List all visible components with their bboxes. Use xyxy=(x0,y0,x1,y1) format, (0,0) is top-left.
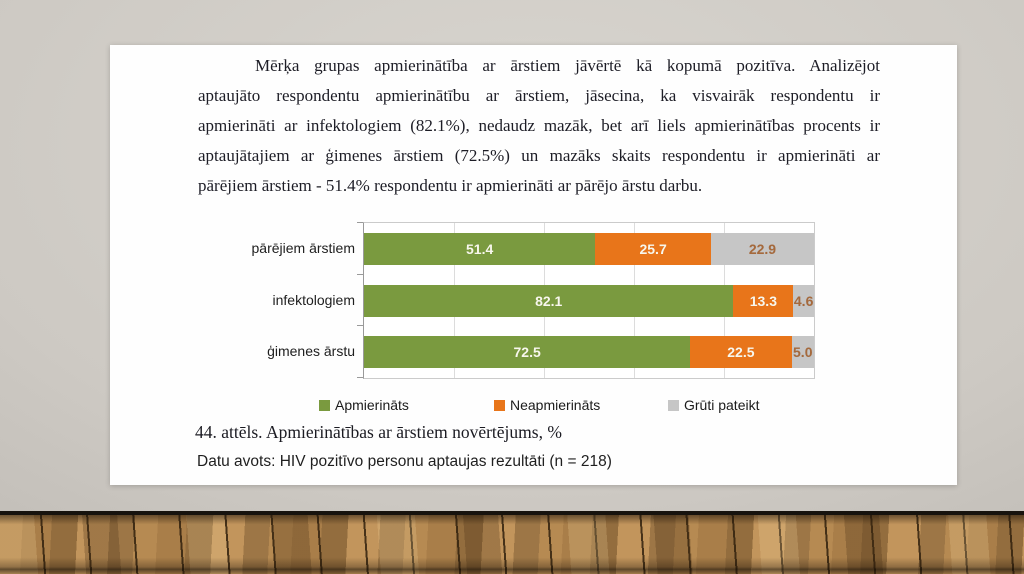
paragraph-line: apmierināti ar infektologiem (82.1%), ne… xyxy=(198,116,880,135)
bar-value-label: 72.5 xyxy=(513,344,541,360)
legend-swatch-icon xyxy=(319,399,330,411)
bar-segment: 22.9 xyxy=(710,233,814,265)
category-label: pārējiem ārstiem xyxy=(251,239,355,256)
bar-row: 72.5 22.5 5.0 xyxy=(364,336,814,368)
bar-segment: 25.7 xyxy=(595,233,711,265)
bar-segment: 4.6 xyxy=(793,285,814,317)
legend-label: Grūti pateikt xyxy=(684,397,760,413)
legend-item: Apmierināts xyxy=(319,397,409,413)
paragraph-line: aptaujāto respondentu apmierinātību ar ā… xyxy=(198,86,880,105)
legend-label: Neapmierināts xyxy=(510,397,601,413)
legend-label: Apmierināts xyxy=(335,397,409,413)
body-paragraph: Mērķa grupas apmierinātība ar ārstiem jā… xyxy=(198,51,880,201)
axis-tick xyxy=(357,377,363,378)
wood-floor xyxy=(0,515,1024,574)
slide-card: Mērķa grupas apmierinātība ar ārstiem jā… xyxy=(110,45,957,485)
bar-row: 82.1 13.3 4.6 xyxy=(364,285,814,317)
legend-item: Grūti pateikt xyxy=(668,397,759,413)
bar-segment: 13.3 xyxy=(733,285,794,317)
axis-tick xyxy=(357,274,363,275)
legend-swatch-icon xyxy=(494,399,505,411)
bar-segment: 5.0 xyxy=(791,336,814,368)
legend-item: Neapmierināts xyxy=(494,397,600,413)
bar-row: 51.4 25.7 22.9 xyxy=(364,233,814,265)
wall-floor-divider xyxy=(0,511,1024,515)
bar-segment: 22.5 xyxy=(690,336,792,368)
axis-tick xyxy=(357,222,363,223)
chart-plot: 51.4 25.7 22.9 82.1 13.3 4.6 72.5 22.5 5.0 xyxy=(363,222,815,379)
bar-value-label: 22.9 xyxy=(748,241,777,257)
figure-caption: 44. attēls. Apmierinātības ar ārstiem no… xyxy=(195,422,562,442)
bar-value-label: 22.5 xyxy=(727,344,755,360)
bar-value-label: 13.3 xyxy=(749,293,777,309)
bar-value-label: 51.4 xyxy=(466,241,494,257)
category-label: ģimenes ārstu xyxy=(267,343,355,360)
bar-value-label: 5.0 xyxy=(793,344,813,360)
bar-segment: 51.4 xyxy=(364,233,596,265)
stacked-bar-chart: 51.4 25.7 22.9 82.1 13.3 4.6 72.5 22.5 5.0 Apmie… xyxy=(110,45,957,485)
bar-segment: 72.5 xyxy=(364,336,691,368)
bar-segment: 82.1 xyxy=(364,285,734,317)
paragraph-line: Mērķa grupas apmierinātība ar ārstiem jā… xyxy=(255,56,880,75)
data-source-note: Datu avots: HIV pozitīvo personu aptauja… xyxy=(197,453,612,470)
category-label: infektologiem xyxy=(272,291,356,308)
bar-value-label: 4.6 xyxy=(793,293,814,309)
bar-value-label: 82.1 xyxy=(535,293,563,309)
chart-legend: Apmierināts Neapmierināts Grūti pateikt xyxy=(110,397,957,415)
bar-value-label: 25.7 xyxy=(639,241,667,257)
paragraph-line: pārējiem ārstiem - 51.4% respondentu ir … xyxy=(198,176,703,195)
axis-tick xyxy=(357,325,363,326)
paragraph-line: aptaujātajiem ar ģimenes ārstiem (72.5%)… xyxy=(198,146,880,165)
legend-swatch-icon xyxy=(668,399,679,411)
